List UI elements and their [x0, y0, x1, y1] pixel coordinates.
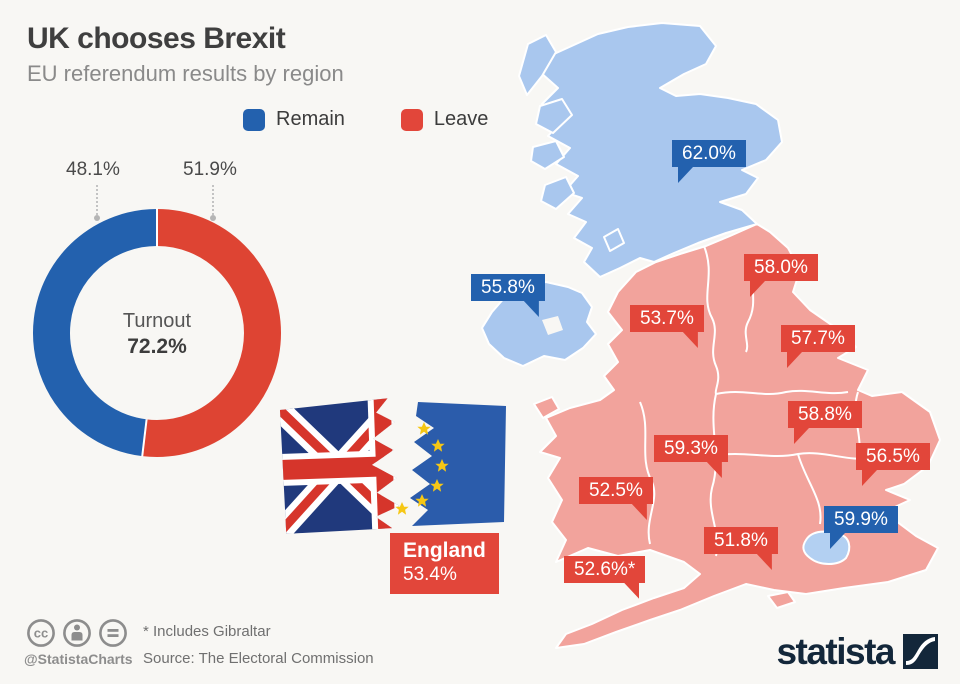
eu-stars — [395, 422, 449, 515]
statista-brand: statista — [776, 631, 938, 672]
leader-line — [96, 185, 98, 215]
london-region — [802, 530, 851, 565]
england-value: 53.4% — [403, 564, 457, 585]
attribution-icon — [63, 619, 91, 647]
arran-island — [603, 228, 625, 252]
turnout-value: 72.2% — [127, 335, 187, 358]
svg-text:cc: cc — [34, 626, 48, 641]
source-note: Source: The Electoral Commission — [143, 650, 374, 667]
leader-line — [212, 185, 214, 215]
hebrides-island — [530, 140, 565, 170]
legend-item-leave: Leave — [400, 108, 489, 131]
statista-wordmark: statista — [776, 631, 895, 672]
map-callout: 52.5% — [579, 477, 653, 520]
map-callout-south-west: 52.6%* — [564, 556, 646, 599]
map-callout: 58.8% — [788, 401, 862, 444]
torn-uk-eu-flag — [279, 398, 506, 534]
no-derivatives-icon — [99, 619, 127, 647]
map-callout-scotland: 62.0% — [672, 140, 746, 183]
legend-item-remain: Remain — [243, 108, 345, 131]
page-subtitle: EU referendum results by region — [27, 61, 344, 86]
england-label: England — [403, 539, 486, 562]
statista-logo-icon — [903, 634, 938, 669]
remain-swatch — [243, 108, 265, 131]
remain-share-label: 48.1% — [66, 159, 120, 180]
legend-label: Leave — [433, 108, 489, 130]
union-jack-half — [279, 398, 401, 534]
map-callout-london: 59.9% — [824, 506, 898, 549]
leader-dot — [210, 215, 216, 221]
isle-of-wight — [767, 591, 796, 609]
donut-chart — [33, 208, 281, 457]
legend: Remain Leave — [243, 108, 488, 131]
turnout-label: Turnout — [122, 310, 192, 332]
gibraltar-footnote: * Includes Gibraltar — [143, 623, 271, 640]
hebrides-island — [535, 98, 573, 134]
northern-ireland-region — [481, 281, 597, 367]
scotland-region — [539, 22, 783, 278]
map-callout: 53.7% — [630, 305, 704, 348]
map-callout: 56.5% — [856, 443, 930, 486]
creative-commons-icons: cc — [27, 619, 127, 647]
leader-dot — [94, 215, 100, 221]
donut-center-label: Turnout 72.2% — [77, 310, 237, 359]
statista-charts-handle: @StatistaCharts — [24, 651, 133, 667]
page-title: UK chooses Brexit — [27, 22, 286, 55]
leave-share-label: 51.9% — [183, 159, 237, 180]
cc-icon — [27, 619, 55, 647]
map-callout: 58.0% — [744, 254, 818, 297]
lough-neagh — [542, 316, 563, 335]
slice-divider — [141, 419, 148, 457]
map-callout: 59.3% — [654, 435, 728, 478]
hebrides-island — [518, 34, 557, 96]
england-wales-region — [539, 223, 941, 649]
leave-swatch — [400, 108, 423, 131]
map-callout-northern-ireland: 55.8% — [471, 274, 545, 317]
legend-label: Remain — [276, 108, 345, 130]
map-callout: 51.8% — [704, 527, 778, 570]
england-result-box: England 53.4% — [390, 533, 499, 594]
eu-flag-half — [395, 402, 506, 526]
hebrides-island — [540, 176, 575, 210]
anglesey-island — [533, 396, 560, 419]
map-callout: 57.7% — [781, 325, 855, 368]
